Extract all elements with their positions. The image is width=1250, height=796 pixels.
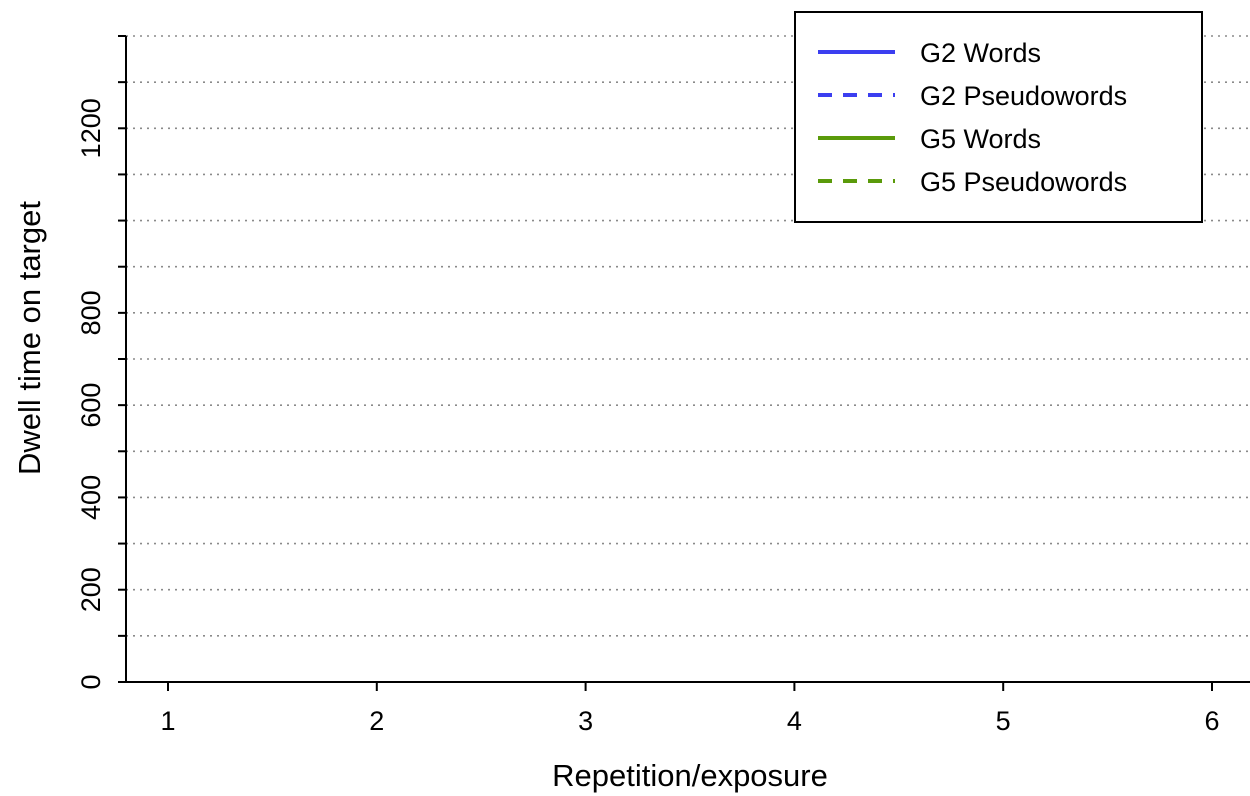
y-axis: 0 200 400 600 800 1200 bbox=[76, 35, 127, 690]
legend-box bbox=[794, 11, 1203, 223]
y-tick-label: 600 bbox=[76, 383, 106, 428]
y-tick-label: 400 bbox=[76, 475, 106, 520]
legend-label: G2 Pseudowords bbox=[920, 81, 1127, 111]
y-tick-label: 200 bbox=[76, 567, 106, 612]
legend-label: G5 Words bbox=[920, 124, 1041, 154]
x-tick-label: 5 bbox=[996, 706, 1011, 736]
y-axis-title: Dwell time on target bbox=[12, 201, 47, 475]
y-tick-label: 800 bbox=[76, 290, 106, 335]
x-tick-label: 4 bbox=[787, 706, 802, 736]
gridlines bbox=[126, 35, 1250, 637]
legend-item: G2 Words bbox=[818, 38, 1041, 68]
x-tick-label: 2 bbox=[369, 706, 384, 736]
legend-item: G5 Pseudowords bbox=[818, 167, 1127, 197]
legend-item: G2 Pseudowords bbox=[818, 81, 1127, 111]
x-tick-label: 1 bbox=[160, 706, 175, 736]
y-tick-label: 0 bbox=[76, 674, 106, 689]
legend-item: G5 Words bbox=[818, 124, 1041, 154]
x-axis-title: Repetition/exposure bbox=[552, 758, 828, 793]
x-tick-label: 6 bbox=[1204, 706, 1219, 736]
x-tick-label: 3 bbox=[578, 706, 593, 736]
x-axis: 1 2 3 4 5 6 bbox=[126, 681, 1250, 736]
y-tick-label: 1200 bbox=[76, 98, 106, 158]
legend-label: G2 Words bbox=[920, 38, 1041, 68]
legend: G2 Words G2 Pseudowords G5 Words G5 Pseudow… bbox=[794, 11, 1203, 223]
legend-label: G5 Pseudowords bbox=[920, 167, 1127, 197]
